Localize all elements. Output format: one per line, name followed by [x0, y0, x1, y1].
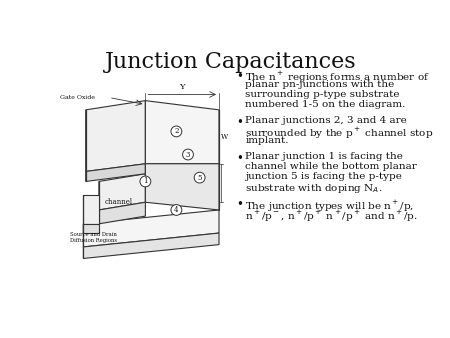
Polygon shape [145, 164, 219, 210]
Circle shape [171, 126, 182, 137]
Text: Y: Y [179, 83, 184, 91]
Polygon shape [83, 233, 219, 259]
Text: 4: 4 [174, 206, 179, 214]
Circle shape [183, 149, 194, 160]
Text: 2: 2 [174, 127, 179, 136]
Text: Source and Drain
Diffusion Regions: Source and Drain Diffusion Regions [70, 232, 117, 243]
Polygon shape [83, 210, 219, 247]
Polygon shape [83, 224, 99, 233]
Text: W: W [221, 133, 229, 141]
Polygon shape [83, 195, 99, 224]
Text: 3: 3 [186, 150, 190, 159]
Text: surrounded by the p$^+$ channel stop: surrounded by the p$^+$ channel stop [245, 126, 434, 141]
Text: implant.: implant. [245, 136, 289, 145]
Text: •: • [236, 70, 243, 83]
Text: Junction Capacitances: Junction Capacitances [105, 51, 356, 73]
Polygon shape [99, 174, 145, 210]
Text: •: • [236, 152, 243, 165]
Polygon shape [145, 101, 219, 164]
Polygon shape [99, 202, 145, 224]
Text: •: • [236, 116, 243, 129]
Text: Planar junctions 2, 3 and 4 are: Planar junctions 2, 3 and 4 are [245, 116, 407, 125]
Text: planar pn-junctions with the: planar pn-junctions with the [245, 80, 395, 89]
Text: 5: 5 [198, 174, 202, 182]
Text: •: • [236, 198, 243, 211]
Text: junction 5 is facing the p-type: junction 5 is facing the p-type [245, 172, 402, 181]
Text: surrounding p-type substrate: surrounding p-type substrate [245, 90, 400, 99]
Text: 1: 1 [143, 177, 148, 186]
Text: numbered 1-5 on the diagram.: numbered 1-5 on the diagram. [245, 100, 406, 109]
Text: n$^+$/p$^-$, n$^+$/p$^+$ n$^+$/p$^+$ and n$^+$/p.: n$^+$/p$^-$, n$^+$/p$^+$ n$^+$/p$^+$ and… [245, 209, 418, 223]
Text: The junction types will be n$^+$/p,: The junction types will be n$^+$/p, [245, 198, 414, 214]
Circle shape [171, 204, 182, 215]
Text: The n$^+$ regions forms a number of: The n$^+$ regions forms a number of [245, 70, 430, 85]
Polygon shape [86, 101, 145, 171]
Text: channel: channel [104, 198, 132, 206]
Circle shape [140, 176, 151, 187]
Text: substrate with doping N$_A$.: substrate with doping N$_A$. [245, 182, 383, 195]
Text: channel while the bottom planar: channel while the bottom planar [245, 162, 417, 171]
Polygon shape [86, 164, 145, 182]
Text: Planar junction 1 is facing the: Planar junction 1 is facing the [245, 152, 403, 161]
Circle shape [194, 172, 205, 183]
Text: Gate Oxide: Gate Oxide [60, 95, 95, 100]
